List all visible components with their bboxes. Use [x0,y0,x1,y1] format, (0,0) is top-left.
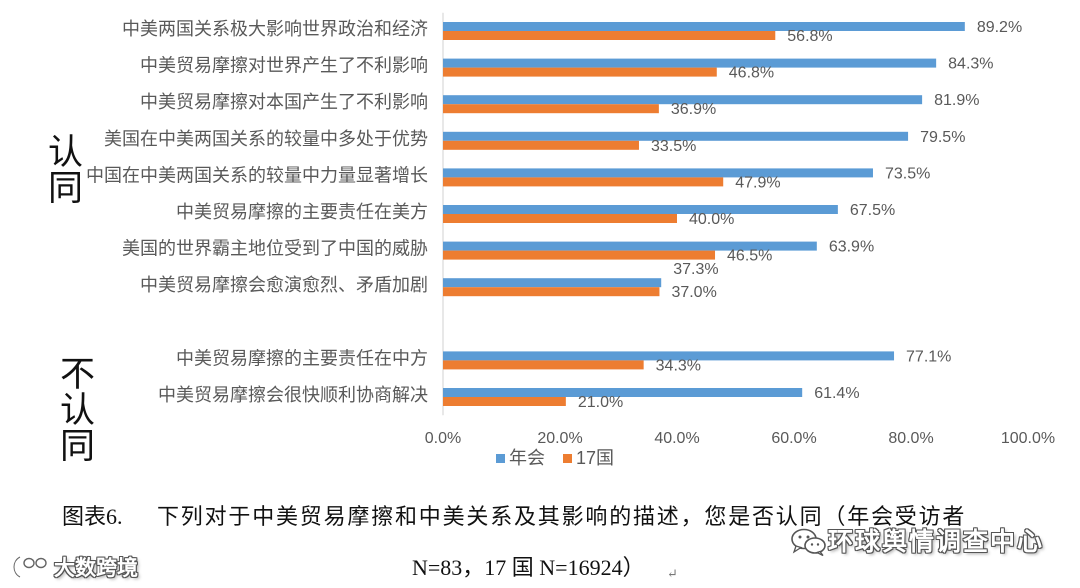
bar-series-0-row-9 [443,388,803,397]
x-tick-label-1: 20.0% [537,430,582,447]
data-label-series-1-row-0: 56.8% [787,28,832,45]
data-label-series-0-row-2: 81.9% [934,92,979,109]
category-label-2: 中美贸易摩擦对本国产生了不利影响 [140,92,428,113]
bar-series-0-row-0 [443,22,965,31]
bar-series-0-row-1 [443,58,937,68]
data-label-series-1-row-3: 33.5% [651,138,696,155]
x-tick-label-0: 0.0% [425,430,461,447]
big-data-logo-icon [12,555,47,579]
data-label-series-0-row-3: 79.5% [920,129,965,146]
bar-series-1-row-3 [443,140,639,150]
data-label-series-1-row-2: 36.9% [671,101,716,118]
bar-series-0-row-5 [443,205,838,214]
category-label-8: 中美贸易摩擦的主要责任在中方 [176,348,428,369]
x-tick-label-4: 80.0% [888,430,933,447]
category-label-5: 中美贸易摩擦的主要责任在美方 [176,202,428,223]
data-label-series-1-row-7: 37.0% [671,284,716,301]
chart-legend: 年会 17国 [496,447,632,469]
data-label-series-1-row-8: 34.3% [656,357,701,374]
category-label-0: 中美两国关系极大影响世界政治和经济 [122,19,428,40]
bar-chart: 0.0% 20.0% 40.0% 60.0% 80.0% 100.0% 中美两国关系极大影响… [86,12,1055,447]
bar-series-1-row-0 [443,31,776,40]
data-label-series-0-row-8: 77.1% [906,348,951,365]
bar-series-1-row-4 [443,177,724,187]
legend-label-series-0: 年会 [509,448,545,468]
bar-series-1-row-7 [443,287,660,297]
group-label-agree: 认同 [42,133,82,205]
caption-line-1: 下列对于中美贸易摩擦和中美关系及其影响的描述，您是否认同（年会受访者 [157,504,967,529]
category-label-9: 中美贸易摩擦会很快顺利协商解决 [158,385,428,406]
category-label-4: 中国在中美两国关系的较量中力量显著增长 [86,165,428,186]
legend-swatch-series-0 [496,453,505,463]
category-label-3: 美国在中美两国关系的较量中多处于优势 [104,129,428,150]
data-label-series-1-row-4: 47.9% [735,174,780,191]
data-label-series-0-row-4: 73.5% [885,165,930,182]
bar-series-0-row-4 [443,168,873,178]
x-tick-label-2: 40.0% [654,430,699,447]
bar-series-0-row-2 [443,95,923,105]
data-label-series-0-row-6: 63.9% [829,239,874,256]
watermark-left-text: 大数跨境 [54,556,138,580]
paragraph-mark: ↵ [667,566,678,581]
watermark-right-text: 环球舆情调查中心 [828,527,1045,556]
legend-label-series-1: 17国 [576,448,615,468]
bar-series-1-row-2 [443,104,659,114]
category-label-1: 中美贸易摩擦对世界产生了不利影响 [140,56,428,77]
bar-series-1-row-1 [443,67,717,77]
data-label-series-0-row-1: 84.3% [948,56,993,73]
data-label-series-1-row-1: 46.8% [729,65,774,82]
bar-series-0-row-3 [443,131,909,141]
category-label-7: 中美贸易摩擦会愈演愈烈、矛盾加剧 [140,275,428,296]
caption-line-2: N=83，17 国 N=16924） [412,555,645,580]
bar-series-0-row-8 [443,351,895,361]
bar-series-1-row-6 [443,250,716,260]
data-label-series-0-row-7: 37.3% [673,261,718,278]
x-tick-label-3: 60.0% [771,430,816,447]
category-label-6: 美国的世界霸主地位受到了中国的威胁 [122,239,428,260]
data-label-series-1-row-6: 46.5% [727,248,772,265]
data-label-series-0-row-5: 67.5% [850,202,895,219]
wechat-icon [791,528,826,557]
caption-label: 图表6. [62,504,123,529]
data-label-series-0-row-9: 61.4% [814,385,859,402]
bar-series-0-row-7 [443,278,662,288]
bar-series-1-row-8 [443,360,644,370]
legend-item-series-0: 年会 [496,447,545,469]
x-tick-label-5: 100.0% [1001,430,1055,447]
bar-series-1-row-5 [443,214,677,223]
group-label-disagree: 不认同 [54,355,94,463]
bar-series-0-row-6 [443,241,817,251]
data-label-series-0-row-0: 89.2% [977,19,1022,36]
data-label-series-1-row-9: 21.0% [578,394,623,411]
legend-item-series-1: 17国 [563,447,614,469]
legend-swatch-series-1 [563,453,572,463]
data-label-series-1-row-5: 40.0% [689,211,734,228]
bar-series-1-row-9 [443,397,566,406]
